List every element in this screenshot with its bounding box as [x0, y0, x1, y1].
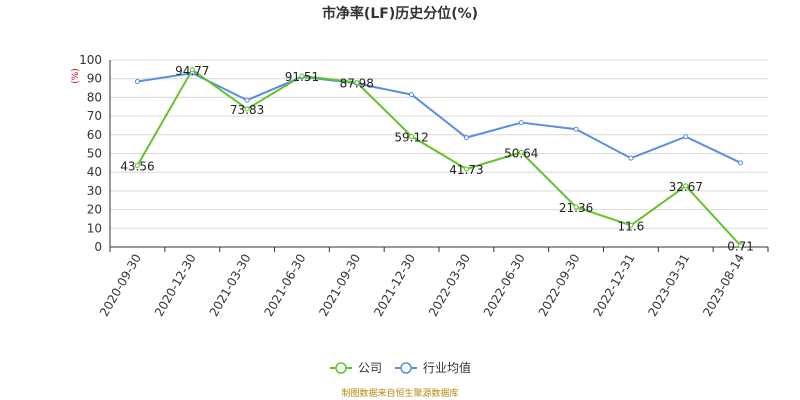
y-tick-label-80: 80 — [87, 90, 102, 104]
data-labels: 43.56 94.77 73.83 91.51 87.98 59.12 41.73 50.64… — [120, 64, 754, 254]
chart-title: 市净率(LF)历史分位(%) — [322, 5, 478, 22]
legend-item-0[interactable]: 公司 — [330, 361, 382, 375]
point-s0-7 — [518, 149, 524, 155]
data-label-2: 73.83 — [230, 103, 264, 117]
series-line-1 — [137, 72, 742, 164]
point-s0-10 — [683, 183, 689, 189]
point-s1-10 — [683, 134, 689, 140]
y-tick-label-40: 40 — [87, 165, 102, 179]
point-s0-0 — [134, 163, 140, 169]
legend-item-1[interactable]: 行业均值 — [395, 360, 471, 375]
x-tick-label-2021-03-30: 2021-03-30 — [207, 251, 254, 318]
x-tick-label-2020-12-30: 2020-12-30 — [152, 252, 199, 319]
data-label-3: 91.51 — [285, 70, 319, 84]
point-s1-7 — [518, 120, 524, 126]
legend-label-0: 公司 — [358, 361, 382, 375]
x-tick-label-2022-06-30: 2022-06-30 — [481, 252, 528, 319]
y-tick-labels: 0 10 20 30 40 50 60 70 80 90 100 — [79, 53, 102, 254]
point-s0-2 — [244, 106, 250, 112]
source-note: 制图数据来自恒生聚源数据库 — [341, 387, 458, 399]
y-tick-label-10: 10 — [87, 221, 102, 235]
point-s0-1 — [189, 67, 195, 73]
x-tick-label-2022-09-30: 2022-09-30 — [536, 252, 583, 319]
data-label-9: 11.6 — [618, 219, 645, 233]
data-label-7: 50.64 — [504, 146, 538, 160]
y-tick-label-30: 30 — [87, 184, 102, 198]
point-s1-8 — [573, 126, 579, 132]
y-tick-label-50: 50 — [87, 147, 102, 161]
series-points — [134, 67, 744, 249]
x-tick-label-2023-03-31: 2023-03-31 — [645, 252, 692, 319]
legend-marker-1 — [400, 362, 412, 374]
x-tick-label-2021-09-30: 2021-09-30 — [316, 252, 363, 319]
data-label-8: 21.36 — [559, 201, 593, 215]
data-label-0: 43.56 — [120, 160, 154, 174]
data-label-10: 32.67 — [669, 180, 703, 194]
y-tick-label-0: 0 — [94, 240, 102, 254]
x-tick-label-2022-12-31: 2022-12-31 — [591, 252, 638, 319]
y-tick-label-100: 100 — [79, 53, 102, 67]
point-s0-8 — [573, 204, 579, 210]
y-tick-label-70: 70 — [87, 109, 102, 123]
data-label-11: 0.71 — [727, 240, 754, 254]
y-tick-label-60: 60 — [87, 128, 102, 142]
point-s0-11 — [738, 243, 744, 249]
series-lines — [136, 68, 742, 247]
x-tick-label-2022-03-30: 2022-03-30 — [426, 251, 473, 318]
x-tick-label-2021-06-30: 2021-06-30 — [262, 252, 309, 319]
axes — [109, 60, 769, 252]
series-line-0 — [136, 68, 742, 247]
data-label-5: 59.12 — [394, 130, 428, 144]
point-s1-9 — [628, 155, 634, 161]
point-s0-6 — [463, 166, 469, 172]
point-s1-0 — [134, 79, 140, 85]
legend[interactable]: 公司 行业均值 — [330, 360, 471, 375]
point-s1-2 — [244, 97, 250, 103]
y-unit-label: (%) — [71, 68, 81, 84]
data-label-6: 41.73 — [449, 163, 483, 177]
point-s1-11 — [738, 160, 744, 166]
point-s0-9 — [628, 222, 634, 228]
point-s0-4 — [354, 79, 360, 85]
x-tick-label-2020-09-30: 2020-09-30 — [97, 252, 144, 319]
data-label-1: 94.77 — [175, 64, 209, 78]
data-label-4: 87.98 — [340, 76, 374, 90]
legend-marker-0 — [335, 362, 347, 374]
y-tick-label-20: 20 — [87, 203, 102, 217]
x-tick-labels: 2020-09-30 2020-12-30 2021-03-30 2021-06-30… — [97, 251, 747, 318]
point-s0-5 — [409, 133, 415, 139]
x-tick-label-2021-12-30: 2021-12-30 — [371, 252, 418, 319]
point-s0-3 — [299, 73, 305, 79]
y-tick-label-90: 90 — [87, 72, 102, 86]
x-tick-label-2023-08-14: 2023-08-14 — [700, 252, 747, 319]
point-s1-5 — [409, 92, 415, 98]
point-s1-6 — [463, 135, 469, 141]
legend-label-1: 行业均值 — [423, 360, 471, 375]
